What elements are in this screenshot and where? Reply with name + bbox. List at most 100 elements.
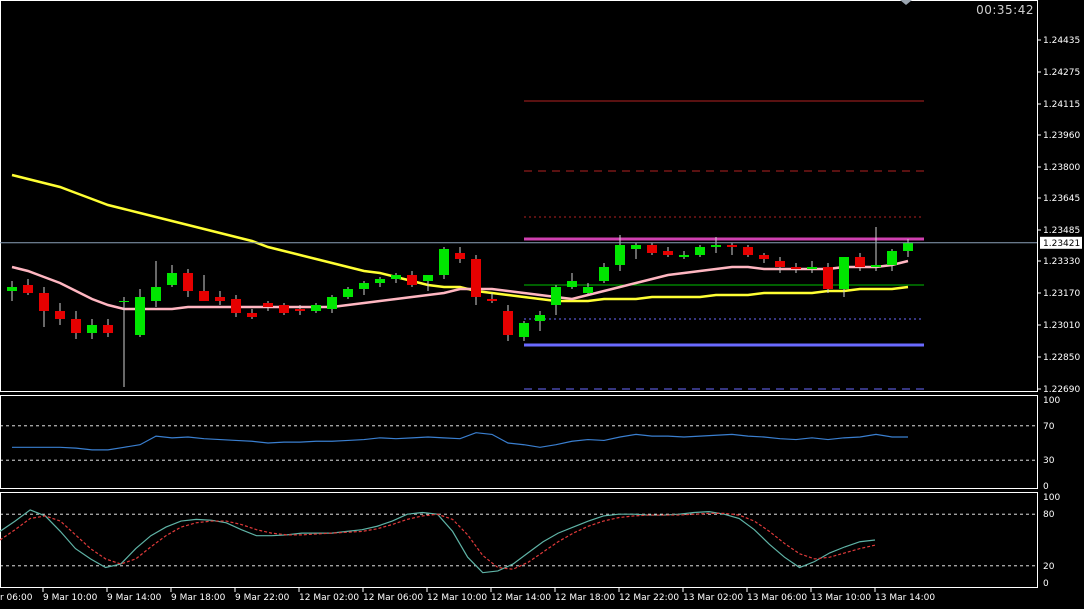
candle-body <box>903 242 913 251</box>
price-tick-label: 1.24275 <box>1043 68 1080 78</box>
candle-body <box>199 291 209 301</box>
price-tick-label: 1.22850 <box>1043 353 1080 363</box>
candle-body <box>503 311 513 335</box>
candle-body <box>231 299 241 313</box>
candle-body <box>807 267 817 269</box>
candle-body <box>183 273 193 291</box>
rsi-panel[interactable] <box>0 395 1038 489</box>
stoch-main-line <box>0 509 876 574</box>
time-label: 13 Mar 14:00 <box>875 593 935 603</box>
candle-body <box>151 287 161 301</box>
candle-body <box>631 245 641 249</box>
rsi-tick-label: 100 <box>1043 396 1060 406</box>
time-label: 12 Mar 22:00 <box>619 593 679 603</box>
price-tick-label: 1.23960 <box>1043 131 1080 141</box>
price-tick-label: 1.24435 <box>1043 36 1080 46</box>
time-label: 9 Mar 14:00 <box>107 593 162 603</box>
candle-body <box>23 285 33 293</box>
candle-body <box>599 267 609 281</box>
candle-body <box>791 267 801 269</box>
candle-body <box>7 287 17 291</box>
candle-body <box>887 251 897 265</box>
price-tick-label: 1.22690 <box>1043 385 1080 395</box>
price-tick-label: 1.23645 <box>1043 194 1080 204</box>
candle-body <box>775 261 785 267</box>
candle-body <box>487 299 497 301</box>
ma-slow-line <box>11 173 909 303</box>
candle-body <box>119 301 129 302</box>
main-chart-panel[interactable] <box>0 0 1038 392</box>
candle-body <box>295 309 305 311</box>
candle-body <box>263 303 273 307</box>
candle-body <box>359 283 369 289</box>
candle-body <box>695 247 705 255</box>
time-label: 9 Mar 10:00 <box>43 593 98 603</box>
price-tick-label: 1.23010 <box>1043 321 1080 331</box>
rsi-line <box>12 432 908 451</box>
price-tick-label: 1.23170 <box>1043 289 1080 299</box>
candle-body <box>871 265 881 267</box>
moving-average-slow <box>11 173 909 303</box>
candle-body <box>855 257 865 267</box>
candle-body <box>615 245 625 265</box>
candle-body <box>167 273 177 285</box>
time-label: 13 Mar 02:00 <box>683 593 743 603</box>
candle-body <box>647 245 657 253</box>
price-axis: 1.24435 1.24275 1.24115 1.23960 1.23800 1.236… <box>1037 36 1082 395</box>
time-label: 13 Mar 10:00 <box>811 593 871 603</box>
stoch-tick-label: 80 <box>1043 510 1055 520</box>
price-tick-label: 1.24115 <box>1043 100 1080 110</box>
candle-body <box>343 289 353 297</box>
candle-body <box>759 255 769 259</box>
candle-body <box>663 251 673 255</box>
candle-body <box>215 297 225 301</box>
stochastic-panel[interactable] <box>0 492 1038 588</box>
candle-body <box>279 305 289 313</box>
candle-body <box>567 281 577 287</box>
time-axis: r 06:00 9 Mar 10:00 9 Mar 14:00 9 Mar 18:00… <box>0 588 935 603</box>
time-label: 12 Mar 10:00 <box>427 593 487 603</box>
rsi-tick-label: 70 <box>1043 422 1055 432</box>
candle-body <box>823 267 833 289</box>
candle-body <box>471 259 481 297</box>
candle-body <box>55 311 65 319</box>
candle-body <box>327 297 337 309</box>
candle-body <box>103 325 113 333</box>
price-tick-label: 1.23800 <box>1043 163 1080 173</box>
candle-body <box>727 245 737 247</box>
stoch-tick-label: 20 <box>1043 562 1055 572</box>
moving-average-fast <box>11 259 909 311</box>
ma-fast-line <box>11 259 909 311</box>
rsi-indicator: 100 70 30 0 <box>0 396 1060 492</box>
horizontal-levels <box>524 100 924 390</box>
time-label: 13 Mar 06:00 <box>747 593 807 603</box>
time-label: 9 Mar 22:00 <box>235 593 290 603</box>
candle-body <box>391 275 401 279</box>
candle-body <box>583 287 593 293</box>
candle-body <box>423 275 433 281</box>
candle-body <box>439 249 449 275</box>
candle-body <box>135 297 145 335</box>
candle-body <box>407 275 417 285</box>
time-label: 9 Mar 18:00 <box>171 593 226 603</box>
current-price-label: 1.23421 <box>1043 239 1080 249</box>
stochastic-indicator: 100 80 20 0 <box>0 493 1060 589</box>
candle-body <box>87 325 97 333</box>
candlesticks <box>7 227 913 387</box>
rsi-tick-label: 0 <box>1043 482 1049 492</box>
candle-body <box>839 257 849 289</box>
candle-body <box>455 253 465 259</box>
stoch-signal-line <box>0 512 876 570</box>
chart-shift-marker-icon[interactable] <box>900 0 912 5</box>
candle-body <box>711 245 721 247</box>
candle-body <box>743 247 753 255</box>
candle-body <box>679 255 689 257</box>
candle-body <box>39 293 49 311</box>
stoch-tick-label: 100 <box>1043 493 1060 503</box>
candle-body <box>375 279 385 283</box>
candle-timer: 00:35:42 <box>976 3 1034 17</box>
price-tick-label: 1.23330 <box>1043 257 1080 267</box>
current-price-box <box>1040 236 1082 249</box>
stoch-tick-label: 0 <box>1043 579 1049 589</box>
